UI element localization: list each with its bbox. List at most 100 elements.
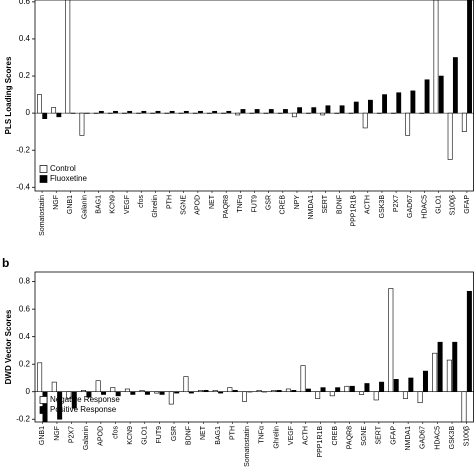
bar [353, 101, 359, 114]
y-tick-label: 0.6 [19, 304, 31, 313]
bar [315, 391, 321, 399]
bar [227, 387, 233, 393]
bar [410, 90, 416, 114]
bar [285, 388, 291, 393]
bar [325, 105, 331, 114]
bar [396, 92, 402, 114]
x-tick-label: cfos [112, 426, 119, 439]
x-tick-label: TNFα [259, 426, 266, 444]
bar [188, 391, 194, 394]
bar [271, 390, 277, 393]
bar [339, 105, 345, 114]
y-tick-label: 0.2 [19, 71, 31, 80]
x-tick-label: SERT [376, 425, 383, 444]
x-tick-label: Galanin [83, 426, 90, 450]
x-tick-label: GLO1 [435, 195, 442, 214]
x-tick-label: Somatostatin [39, 195, 46, 236]
x-tick-label: NET [200, 425, 207, 440]
bar [297, 107, 303, 114]
y-tick-label: 0.4 [19, 34, 31, 43]
x-tick-label: P2X7 [393, 195, 400, 212]
bar [95, 380, 101, 393]
y-tick-label: -0.2 [16, 414, 30, 423]
bar [169, 110, 175, 114]
bar [446, 359, 452, 393]
bar [349, 385, 355, 393]
x-tick-label: BAG1 [96, 195, 103, 214]
bar [241, 391, 247, 402]
x-tick-label: NGF [53, 195, 60, 210]
x-tick-label: GNB1 [39, 426, 46, 445]
bar [37, 362, 43, 393]
y-tick-label: -0.4 [16, 182, 30, 191]
x-tick-label: PPP1R1B [350, 195, 357, 227]
bar [424, 79, 430, 114]
plot-frame [34, 0, 474, 192]
x-tick-label: PPP1R1B [317, 426, 324, 458]
bar [65, 0, 71, 114]
x-tick-label: GSR [171, 426, 178, 441]
bar [276, 390, 282, 393]
bar [159, 391, 165, 395]
bar [320, 112, 326, 116]
x-tick-label: CREB [332, 426, 339, 446]
bar [183, 376, 189, 393]
x-tick-label: Somatostatin [244, 426, 251, 467]
bar [66, 391, 72, 399]
bar [71, 391, 77, 409]
bar [115, 391, 121, 397]
x-tick-label: APOD [195, 195, 202, 215]
bar [86, 391, 92, 398]
legend-swatch [39, 406, 48, 414]
bar [51, 107, 57, 114]
bar [141, 110, 147, 114]
y-tick-label: 0 [26, 108, 31, 117]
bar [344, 385, 350, 393]
bar [113, 110, 118, 114]
x-tick-label: GFAP [390, 426, 397, 445]
x-tick-label: CREB [280, 195, 287, 215]
x-tick-label: BDNF [185, 426, 192, 445]
bar [174, 391, 180, 394]
y-tick-label: 0.2 [19, 359, 31, 368]
bar [130, 391, 136, 395]
legend-swatch [39, 175, 48, 183]
x-tick-label: cfos [138, 195, 145, 208]
x-tick-label: NMDA1 [308, 195, 315, 220]
bar [183, 110, 189, 114]
bar [56, 112, 62, 118]
x-tick-label: SERT [322, 194, 329, 213]
y-tick-label: 0.8 [19, 277, 31, 286]
bar [305, 388, 311, 393]
bar [379, 381, 385, 393]
x-tick-label: ACTH [365, 195, 372, 214]
bar [432, 352, 438, 393]
bar [452, 341, 458, 393]
bar [268, 109, 274, 114]
bar [408, 377, 414, 393]
x-tick-label: GSR [266, 195, 273, 210]
bars [37, 288, 472, 422]
legend-label: Fluoxetine [50, 174, 87, 183]
x-tick-label: GSK3B [449, 426, 456, 450]
x-tick-label: GSK3B [379, 195, 386, 219]
bar [37, 94, 42, 114]
x-tick-label: NET [209, 194, 216, 209]
y-tick-label: 0.6 [19, 0, 31, 6]
bar [155, 110, 161, 114]
bar [422, 370, 428, 393]
bar [362, 112, 368, 129]
bar [437, 341, 443, 393]
x-tick-label: Ghrelin [152, 195, 159, 218]
bar [433, 0, 439, 114]
bar [101, 391, 107, 395]
y-axis-label: DWD Vector Scores [4, 309, 13, 384]
bar [447, 112, 453, 160]
bar [393, 379, 399, 393]
bar [81, 390, 87, 393]
legend-swatch [39, 396, 48, 404]
x-tick-label: PAQR8 [223, 195, 230, 218]
bar [198, 390, 204, 393]
